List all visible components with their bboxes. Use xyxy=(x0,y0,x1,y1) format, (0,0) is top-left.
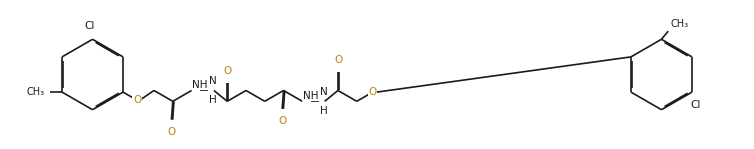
Text: O: O xyxy=(278,116,287,126)
Text: NH: NH xyxy=(303,91,318,101)
Text: N: N xyxy=(320,87,328,97)
Text: N: N xyxy=(209,76,217,86)
Text: O: O xyxy=(167,127,176,136)
Text: H: H xyxy=(209,95,217,105)
Text: O: O xyxy=(224,66,232,76)
Text: NH: NH xyxy=(192,80,208,90)
Text: O: O xyxy=(133,95,141,105)
Text: H: H xyxy=(320,106,328,116)
Text: Cl: Cl xyxy=(690,100,700,110)
Text: Cl: Cl xyxy=(84,21,94,31)
Text: O: O xyxy=(369,87,377,97)
Text: CH₃: CH₃ xyxy=(27,87,45,97)
Text: CH₃: CH₃ xyxy=(670,19,688,29)
Text: O: O xyxy=(335,55,343,65)
